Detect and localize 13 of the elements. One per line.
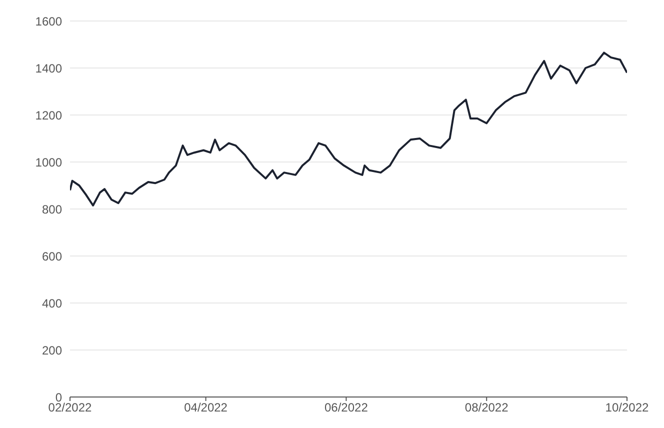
line-series [70, 52, 627, 206]
x-tick-label: 08/2022 [464, 400, 509, 415]
y-tick-label: 400 [42, 296, 62, 310]
y-tick-label: 1000 [35, 155, 62, 170]
x-tick-label: 04/2022 [184, 400, 228, 415]
x-tick-label: 10/2022 [605, 400, 650, 415]
x-tick-label: 06/2022 [324, 400, 368, 415]
y-tick-label: 1200 [35, 108, 62, 122]
y-tick-label: 800 [42, 202, 62, 216]
y-tick-label: 600 [42, 249, 62, 264]
y-tick-label: 200 [42, 343, 62, 358]
y-tick-label: 1400 [35, 61, 62, 76]
y-tick-label: 1600 [35, 14, 62, 28]
